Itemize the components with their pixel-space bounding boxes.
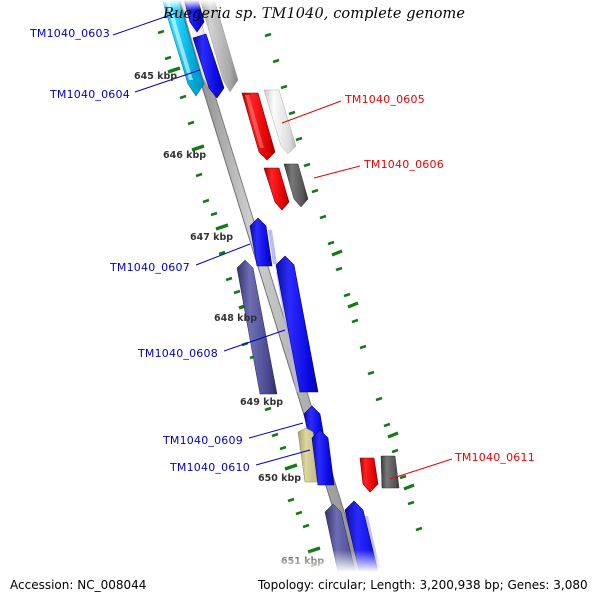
ruler-tick-label: 646 kbp bbox=[163, 150, 207, 161]
feature-glyph-TM1040_0608[interactable] bbox=[275, 255, 319, 393]
feature-label-TM1040_0604[interactable]: TM1040_0604 bbox=[50, 88, 130, 101]
genome-stats-text: Topology: circular; Length: 3,200,938 bp… bbox=[258, 578, 588, 592]
status-bar: Accession: NC_008044 Topology: circular;… bbox=[0, 572, 600, 600]
tick-arc-right-major bbox=[331, 249, 415, 491]
label-leader-lines bbox=[112, 12, 453, 480]
ruler-tick-label: 647 kbp bbox=[190, 232, 234, 243]
feature-label-TM1040_0611[interactable]: TM1040_0611 bbox=[455, 451, 535, 464]
feature-glyph-TM1040_0606-shadow bbox=[283, 163, 309, 208]
leader-TM1040_0609 bbox=[248, 422, 304, 439]
feature-glyph-TM1040_0607[interactable] bbox=[249, 217, 277, 267]
leader-TM1040_0607 bbox=[195, 243, 251, 266]
feature-label-TM1040_0605[interactable]: TM1040_0605 bbox=[345, 93, 425, 106]
feature-label-TM1040_0610[interactable]: TM1040_0610 bbox=[170, 461, 250, 474]
leader-TM1040_0604 bbox=[134, 69, 201, 93]
ruler-tick-label: 650 kbp bbox=[258, 473, 302, 484]
ruler-tick-label: 651 kbp bbox=[281, 556, 325, 567]
leader-TM1040_0610 bbox=[255, 449, 311, 466]
feature-glyphs[interactable] bbox=[160, 0, 400, 600]
page-title: Ruegeria sp. TM1040, complete genome bbox=[163, 6, 466, 22]
feature-label-TM1040_0608[interactable]: TM1040_0608 bbox=[138, 347, 218, 360]
feature-glyph-TM1040_0610[interactable] bbox=[311, 429, 335, 486]
feature-label-TM1040_0603[interactable]: TM1040_0603 bbox=[30, 27, 110, 40]
feature-glyph-TM1040_0611-shadow bbox=[380, 455, 400, 489]
leader-TM1040_0611 bbox=[389, 458, 453, 480]
leader-TM1040_0603 bbox=[112, 12, 177, 36]
feature-glyph-TM1040_0605[interactable] bbox=[241, 92, 276, 161]
ruler-tick-label: 649 kbp bbox=[240, 397, 284, 408]
feature-glyph-TM1040_0604-shadow bbox=[200, 0, 239, 93]
leader-TM1040_0608 bbox=[223, 329, 286, 352]
feature-glyph-TM1040_0611[interactable] bbox=[359, 457, 379, 493]
feature-glyph-TM1040_0605-shadow bbox=[263, 89, 297, 155]
leader-TM1040_0606 bbox=[313, 165, 361, 179]
feature-glyph-TM1040_0606[interactable] bbox=[263, 167, 290, 211]
feature-label-TM1040_0609[interactable]: TM1040_0609 bbox=[163, 434, 243, 447]
ruler-tick-label: 645 kbp bbox=[134, 71, 178, 82]
accession-text: Accession: NC_008044 bbox=[10, 578, 147, 592]
feature-label-TM1040_0607[interactable]: TM1040_0607 bbox=[110, 261, 190, 274]
tick-arc-right bbox=[264, 32, 423, 532]
leader-TM1040_0605 bbox=[281, 100, 342, 124]
feature-label-TM1040_0606[interactable]: TM1040_0606 bbox=[364, 158, 444, 171]
ruler-tick-label: 648 kbp bbox=[214, 313, 258, 324]
